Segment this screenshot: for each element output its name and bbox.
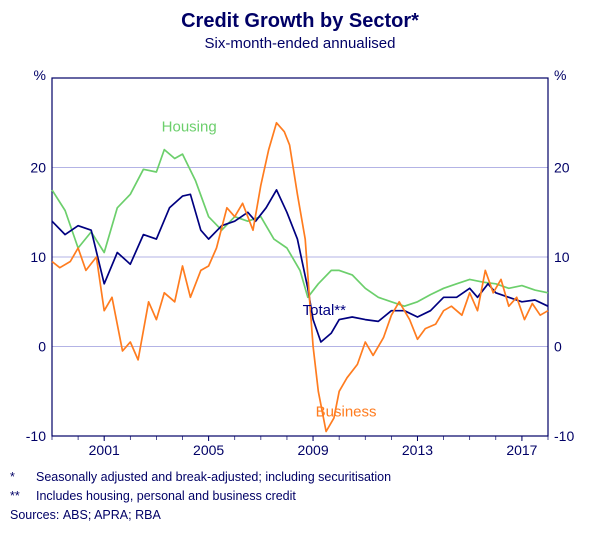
footnote-mark: * bbox=[10, 468, 36, 487]
svg-text:10: 10 bbox=[30, 249, 46, 265]
footnote-2: ** Includes housing, personal and busine… bbox=[10, 487, 590, 506]
footnote-text: Includes housing, personal and business … bbox=[36, 487, 296, 506]
svg-text:0: 0 bbox=[38, 339, 46, 355]
sources-line: Sources: ABS; APRA; RBA bbox=[10, 506, 590, 525]
svg-text:-10: -10 bbox=[26, 428, 46, 444]
footnotes: * Seasonally adjusted and break-adjusted… bbox=[10, 468, 590, 524]
svg-text:-10: -10 bbox=[554, 428, 574, 444]
line-chart-svg: Housing Total** Business -10 -10 0 0 10 10 20 20%%… bbox=[10, 60, 590, 460]
footnote-mark: ** bbox=[10, 487, 36, 506]
svg-text:10: 10 bbox=[554, 249, 570, 265]
svg-text:Total**: Total** bbox=[303, 302, 347, 319]
svg-text:Business: Business bbox=[316, 403, 377, 420]
chart-title: Credit Growth by Sector* bbox=[10, 10, 590, 33]
svg-text:%: % bbox=[554, 67, 566, 83]
svg-text:2001: 2001 bbox=[89, 442, 120, 458]
svg-text:2005: 2005 bbox=[193, 442, 224, 458]
chart-container: Credit Growth by Sector* Six-month-ended… bbox=[10, 10, 590, 524]
svg-text:20: 20 bbox=[30, 160, 46, 176]
svg-text:%: % bbox=[34, 67, 46, 83]
svg-text:2013: 2013 bbox=[402, 442, 433, 458]
footnote-text: Seasonally adjusted and break-adjusted; … bbox=[36, 468, 391, 487]
footnote-1: * Seasonally adjusted and break-adjusted… bbox=[10, 468, 590, 487]
chart-subtitle: Six-month-ended annualised bbox=[10, 35, 590, 52]
svg-text:20: 20 bbox=[554, 160, 570, 176]
sources-text: ABS; APRA; RBA bbox=[63, 506, 161, 525]
svg-text:2009: 2009 bbox=[297, 442, 328, 458]
svg-text:2017: 2017 bbox=[506, 442, 537, 458]
plot-area: Housing Total** Business -10 -10 0 0 10 10 20 20%%… bbox=[10, 60, 590, 460]
sources-label: Sources: bbox=[10, 506, 59, 525]
svg-text:0: 0 bbox=[554, 339, 562, 355]
svg-text:Housing: Housing bbox=[162, 119, 217, 136]
